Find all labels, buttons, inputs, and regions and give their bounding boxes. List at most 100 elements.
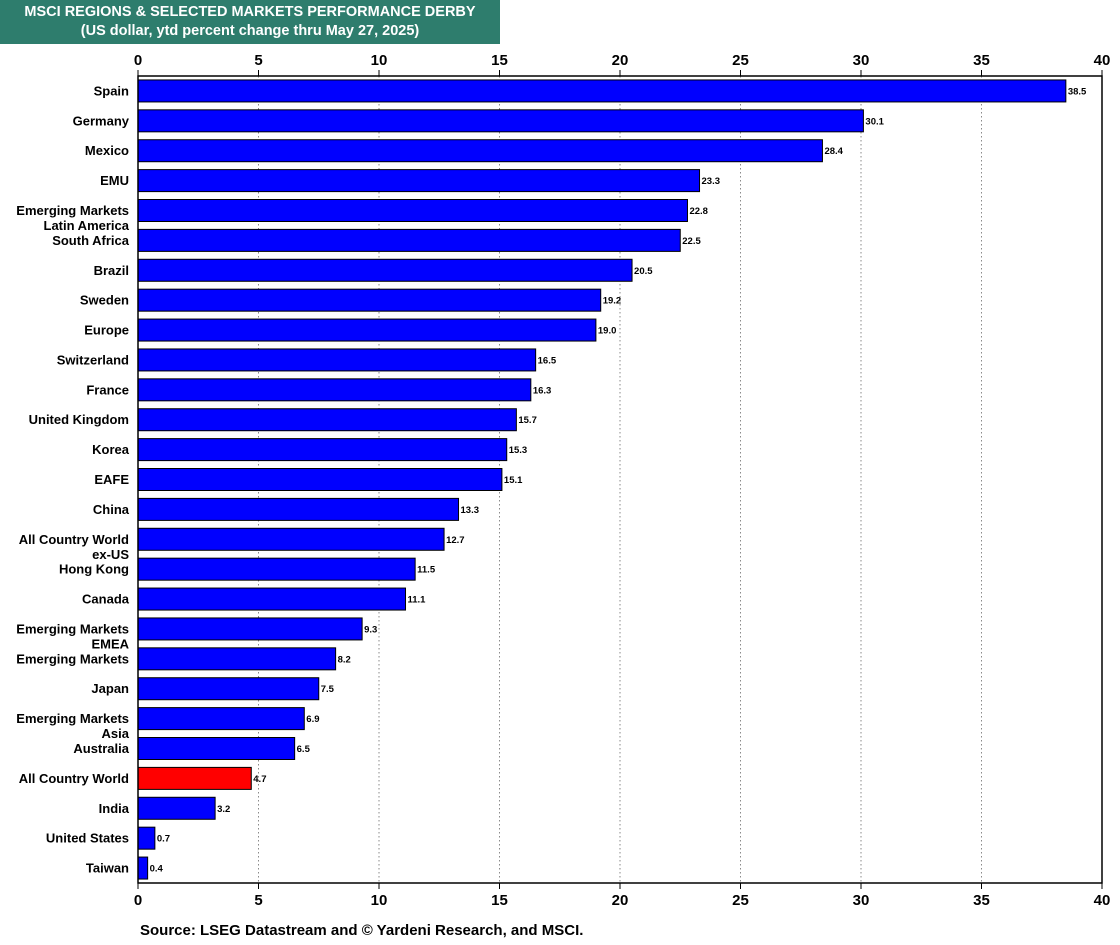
x-tick-label-top: 5: [254, 52, 262, 69]
value-label: 38.5: [1068, 86, 1087, 97]
value-label: 19.0: [598, 326, 617, 337]
bar: [137, 79, 1067, 103]
x-tick-label-bottom: 10: [371, 892, 388, 909]
chart-title: MSCI REGIONS & SELECTED MARKETS PERFORMA…: [24, 4, 476, 20]
category-label: Emerging Markets: [16, 711, 129, 726]
value-label: 6.5: [297, 744, 311, 755]
x-tick-label-bottom: 25: [732, 892, 749, 909]
bar: [137, 766, 252, 790]
value-label: 15.1: [504, 475, 523, 486]
chart-subtitle: (US dollar, ytd percent change thru May …: [80, 23, 420, 39]
x-tick-label-bottom: 15: [491, 892, 508, 909]
bar: [137, 348, 537, 372]
bar: [137, 677, 320, 701]
category-label: ex-US: [92, 547, 129, 562]
category-label: All Country World: [19, 771, 129, 786]
x-tick-label-bottom: 35: [973, 892, 990, 909]
bar: [137, 468, 503, 491]
bar: [137, 109, 864, 133]
category-label: All Country World: [19, 532, 129, 547]
bar: [137, 557, 416, 581]
category-label: Germany: [73, 113, 130, 128]
category-label: Emerging Markets: [16, 621, 129, 636]
value-label: 28.4: [824, 146, 843, 157]
category-label: Sweden: [80, 293, 129, 308]
value-label: 30.1: [865, 116, 884, 127]
labels: 0 0 5 5 10 10 15 15 20 20 25 25 30 30 35 35 40 40 38.5 Spai…: [16, 52, 1110, 909]
bar: [137, 378, 532, 402]
value-label: 0.4: [150, 864, 164, 875]
x-tick-label-top: 0: [134, 52, 142, 69]
value-label: 3.2: [217, 804, 230, 815]
category-label: Brazil: [94, 263, 129, 278]
bar: [137, 737, 296, 760]
x-tick-label-bottom: 20: [612, 892, 629, 909]
x-tick-label-bottom: 40: [1094, 892, 1111, 909]
source-note: Source: LSEG Datastream and © Yardeni Re…: [140, 922, 584, 939]
category-label: Canada: [82, 592, 130, 607]
value-label: 22.8: [689, 206, 708, 217]
bar: [137, 647, 337, 671]
x-tick-label-bottom: 5: [254, 892, 262, 909]
category-label: Hong Kong: [59, 562, 129, 577]
category-label: France: [86, 382, 129, 397]
category-label: China: [93, 502, 130, 517]
category-label: Emerging Markets: [16, 203, 129, 218]
value-label: 6.9: [306, 714, 319, 725]
category-label: United States: [46, 831, 129, 846]
bar: [137, 527, 445, 551]
bar: [137, 707, 305, 731]
bar: [137, 438, 508, 462]
bar: [137, 228, 681, 252]
category-label: EAFE: [94, 472, 129, 487]
bar: [137, 587, 407, 611]
value-label: 16.3: [533, 385, 552, 396]
value-label: 9.3: [364, 624, 377, 635]
value-label: 15.7: [518, 415, 537, 426]
bars: [137, 79, 1067, 880]
bar: [137, 288, 602, 312]
bar: [137, 169, 701, 193]
bar: [137, 617, 363, 641]
x-tick-label-top: 10: [371, 52, 388, 69]
chart-title-banner: MSCI REGIONS & SELECTED MARKETS PERFORMA…: [0, 0, 500, 44]
bar-chart: 0 0 5 5 10 10 15 15 20 20 25 25 30 30 35 35 40 40 38.5 Spai…: [16, 52, 1110, 909]
category-label: Spain: [94, 83, 129, 98]
category-label: Japan: [91, 681, 129, 696]
value-label: 15.3: [509, 445, 527, 456]
category-label: Switzerland: [57, 352, 129, 367]
bar: [137, 796, 216, 820]
bar: [137, 258, 633, 282]
category-label: Emerging Markets: [16, 651, 129, 666]
value-label: 7.5: [321, 684, 335, 695]
category-label: United Kingdom: [29, 412, 129, 427]
x-tick-label-top: 15: [491, 52, 508, 69]
value-label: 4.7: [253, 774, 266, 785]
x-tick-label-top: 20: [612, 52, 629, 69]
value-label: 22.5: [682, 236, 701, 247]
category-label: India: [99, 801, 130, 816]
value-label: 11.1: [408, 595, 427, 606]
value-label: 0.7: [157, 834, 170, 845]
value-label: 20.5: [634, 266, 653, 277]
value-label: 11.5: [417, 565, 436, 576]
x-tick-label-top: 25: [732, 52, 749, 69]
x-tick-label-top: 40: [1094, 52, 1111, 69]
category-label: EMEA: [91, 636, 129, 651]
category-label: Europe: [84, 323, 129, 338]
bar: [137, 826, 156, 850]
x-tick-label-bottom: 0: [134, 892, 142, 909]
x-tick-label-top: 30: [853, 52, 870, 69]
value-label: 16.5: [538, 355, 557, 366]
bar: [137, 497, 460, 521]
plot-frame: [137, 75, 1103, 884]
value-label: 19.2: [603, 296, 622, 307]
value-label: 12.7: [446, 535, 465, 546]
value-label: 23.3: [702, 176, 721, 187]
value-label: 8.2: [338, 654, 351, 665]
category-label: Korea: [92, 442, 130, 457]
category-label: Mexico: [85, 143, 129, 158]
category-label: South Africa: [52, 233, 130, 248]
x-tick-label-bottom: 30: [853, 892, 870, 909]
category-label: Taiwan: [86, 861, 129, 876]
